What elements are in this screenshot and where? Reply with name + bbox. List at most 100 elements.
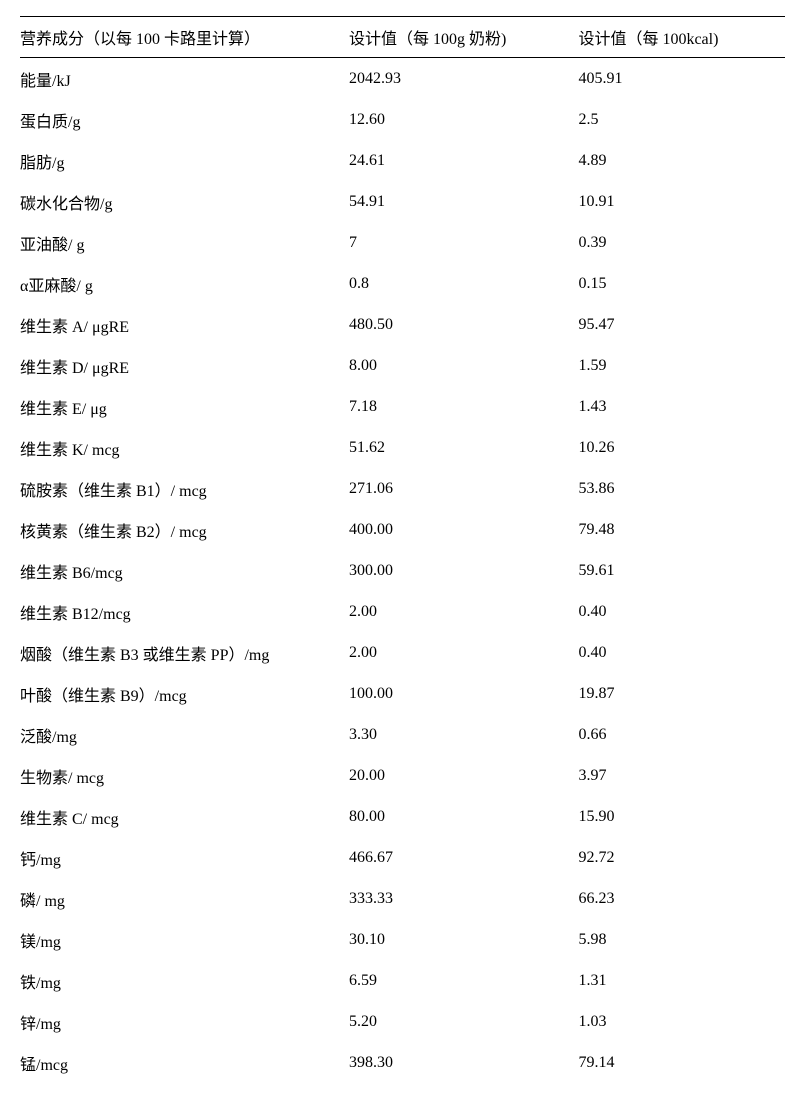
value-per-100kcal-cell: 10.91 [578, 181, 785, 222]
col-header-per-100kcal: 设计值（每 100kcal) [578, 17, 785, 58]
value-per-100kcal-cell: 1.59 [578, 345, 785, 386]
table-row: 泛酸/mg3.300.66 [20, 714, 785, 755]
nutrient-cell: 镁/mg [20, 919, 349, 960]
value-per-100g-cell: 271.06 [349, 468, 579, 509]
table-row: 蛋白质/g12.602.5 [20, 99, 785, 140]
nutrient-cell: 硫胺素（维生素 B1）/ mcg [20, 468, 349, 509]
value-per-100kcal-cell: 0.15 [578, 263, 785, 304]
table-row: 锰/mcg398.3079.14 [20, 1042, 785, 1083]
nutrient-cell: 脂肪/g [20, 140, 349, 181]
table-row: 维生素 B6/mcg300.0059.61 [20, 550, 785, 591]
nutrient-cell: 锌/mg [20, 1001, 349, 1042]
nutrient-cell: 蛋白质/g [20, 99, 349, 140]
value-per-100g-cell: 5.20 [349, 1001, 579, 1042]
table-row: 维生素 K/ mcg51.6210.26 [20, 427, 785, 468]
table-row: 维生素 E/ μg7.181.43 [20, 386, 785, 427]
table-row: 维生素 C/ mcg80.0015.90 [20, 796, 785, 837]
nutrient-cell: 维生素 D/ μgRE [20, 345, 349, 386]
nutrient-cell: 维生素 B6/mcg [20, 550, 349, 591]
table-row: 维生素 B12/mcg2.000.40 [20, 591, 785, 632]
value-per-100g-cell: 2042.93 [349, 58, 579, 100]
table-header-row: 营养成分（以每 100 卡路里计算） 设计值（每 100g 奶粉) 设计值（每 … [20, 17, 785, 58]
value-per-100g-cell: 7 [349, 222, 579, 263]
table-row: 钙/mg466.6792.72 [20, 837, 785, 878]
nutrient-cell: 生物素/ mcg [20, 755, 349, 796]
value-per-100kcal-cell: 66.23 [578, 878, 785, 919]
nutrient-cell: 烟酸（维生素 B3 或维生素 PP）/mg [20, 632, 349, 673]
value-per-100g-cell: 2.00 [349, 591, 579, 632]
nutrient-cell: 亚油酸/ g [20, 222, 349, 263]
nutrient-cell: 维生素 K/ mcg [20, 427, 349, 468]
nutrition-table: 营养成分（以每 100 卡路里计算） 设计值（每 100g 奶粉) 设计值（每 … [20, 16, 785, 1083]
value-per-100g-cell: 480.50 [349, 304, 579, 345]
value-per-100kcal-cell: 92.72 [578, 837, 785, 878]
table-row: 脂肪/g24.614.89 [20, 140, 785, 181]
value-per-100g-cell: 12.60 [349, 99, 579, 140]
value-per-100kcal-cell: 1.03 [578, 1001, 785, 1042]
nutrient-cell: 能量/kJ [20, 58, 349, 100]
value-per-100kcal-cell: 0.66 [578, 714, 785, 755]
nutrient-cell: 核黄素（维生素 B2）/ mcg [20, 509, 349, 550]
value-per-100g-cell: 3.30 [349, 714, 579, 755]
table-row: 维生素 A/ μgRE480.5095.47 [20, 304, 785, 345]
table-row: 核黄素（维生素 B2）/ mcg400.0079.48 [20, 509, 785, 550]
nutrient-cell: 维生素 E/ μg [20, 386, 349, 427]
table-row: 磷/ mg333.3366.23 [20, 878, 785, 919]
value-per-100g-cell: 7.18 [349, 386, 579, 427]
nutrient-cell: 铁/mg [20, 960, 349, 1001]
value-per-100kcal-cell: 95.47 [578, 304, 785, 345]
value-per-100kcal-cell: 2.5 [578, 99, 785, 140]
value-per-100g-cell: 54.91 [349, 181, 579, 222]
value-per-100g-cell: 466.67 [349, 837, 579, 878]
table-row: 锌/mg5.201.03 [20, 1001, 785, 1042]
table-row: α亚麻酸/ g0.80.15 [20, 263, 785, 304]
value-per-100kcal-cell: 0.40 [578, 591, 785, 632]
value-per-100g-cell: 398.30 [349, 1042, 579, 1083]
value-per-100g-cell: 30.10 [349, 919, 579, 960]
nutrient-cell: α亚麻酸/ g [20, 263, 349, 304]
value-per-100kcal-cell: 15.90 [578, 796, 785, 837]
table-row: 烟酸（维生素 B3 或维生素 PP）/mg2.000.40 [20, 632, 785, 673]
table-row: 碳水化合物/g54.9110.91 [20, 181, 785, 222]
value-per-100g-cell: 333.33 [349, 878, 579, 919]
value-per-100kcal-cell: 79.14 [578, 1042, 785, 1083]
value-per-100g-cell: 20.00 [349, 755, 579, 796]
table-body: 能量/kJ2042.93405.91蛋白质/g12.602.5脂肪/g24.61… [20, 58, 785, 1084]
nutrient-cell: 碳水化合物/g [20, 181, 349, 222]
nutrient-cell: 维生素 A/ μgRE [20, 304, 349, 345]
table-row: 镁/mg30.105.98 [20, 919, 785, 960]
table-row: 能量/kJ2042.93405.91 [20, 58, 785, 100]
table-row: 硫胺素（维生素 B1）/ mcg271.0653.86 [20, 468, 785, 509]
value-per-100g-cell: 2.00 [349, 632, 579, 673]
value-per-100kcal-cell: 405.91 [578, 58, 785, 100]
value-per-100g-cell: 6.59 [349, 960, 579, 1001]
value-per-100g-cell: 80.00 [349, 796, 579, 837]
value-per-100kcal-cell: 4.89 [578, 140, 785, 181]
value-per-100kcal-cell: 5.98 [578, 919, 785, 960]
value-per-100kcal-cell: 1.43 [578, 386, 785, 427]
value-per-100g-cell: 100.00 [349, 673, 579, 714]
value-per-100kcal-cell: 1.31 [578, 960, 785, 1001]
nutrient-cell: 锰/mcg [20, 1042, 349, 1083]
nutrient-cell: 钙/mg [20, 837, 349, 878]
nutrient-cell: 维生素 C/ mcg [20, 796, 349, 837]
value-per-100kcal-cell: 53.86 [578, 468, 785, 509]
value-per-100g-cell: 24.61 [349, 140, 579, 181]
table-row: 亚油酸/ g70.39 [20, 222, 785, 263]
nutrient-cell: 维生素 B12/mcg [20, 591, 349, 632]
value-per-100kcal-cell: 10.26 [578, 427, 785, 468]
value-per-100kcal-cell: 0.39 [578, 222, 785, 263]
value-per-100g-cell: 300.00 [349, 550, 579, 591]
value-per-100g-cell: 400.00 [349, 509, 579, 550]
table-row: 叶酸（维生素 B9）/mcg100.0019.87 [20, 673, 785, 714]
value-per-100kcal-cell: 19.87 [578, 673, 785, 714]
value-per-100kcal-cell: 59.61 [578, 550, 785, 591]
value-per-100kcal-cell: 0.40 [578, 632, 785, 673]
value-per-100g-cell: 51.62 [349, 427, 579, 468]
col-header-nutrient: 营养成分（以每 100 卡路里计算） [20, 17, 349, 58]
value-per-100g-cell: 0.8 [349, 263, 579, 304]
nutrient-cell: 磷/ mg [20, 878, 349, 919]
col-header-per-100g: 设计值（每 100g 奶粉) [349, 17, 579, 58]
nutrient-cell: 叶酸（维生素 B9）/mcg [20, 673, 349, 714]
table-row: 生物素/ mcg20.003.97 [20, 755, 785, 796]
